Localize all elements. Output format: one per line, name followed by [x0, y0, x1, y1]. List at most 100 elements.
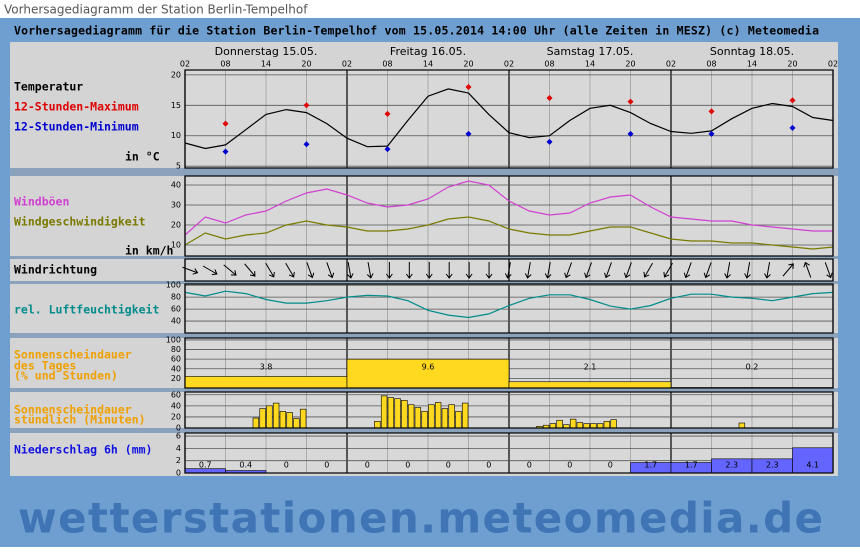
bar [300, 409, 306, 428]
bar [395, 399, 401, 428]
value-label: 0.4 [239, 461, 252, 470]
panel-label: 12-Stunden-Maximum [14, 100, 139, 114]
y-tick-label: 60 [171, 355, 181, 364]
bar [388, 398, 394, 428]
watermark: wetterstationen.meteomedia.de [18, 494, 823, 543]
value-label: 0.2 [746, 363, 759, 372]
bar [408, 405, 414, 428]
bar [375, 421, 381, 428]
value-label: 3.8 [260, 363, 273, 372]
panel-label: 12-Stunden-Minimum [14, 120, 139, 134]
y-tick-label: 15 [171, 101, 181, 110]
y-tick-label: 40 [171, 401, 181, 410]
bar [557, 420, 563, 428]
value-label: 0 [446, 461, 451, 470]
chart-title: Vorhersagediagramm für die Station Berli… [14, 24, 819, 38]
panel-label: in °C [125, 150, 160, 164]
bar [442, 409, 448, 428]
value-label: 0 [608, 461, 613, 470]
bar [591, 424, 597, 428]
value-label: 0 [324, 461, 329, 470]
y-tick-label: 2 [176, 456, 181, 465]
hour-label: 08 [706, 60, 716, 69]
y-tick-label: 4 [176, 444, 181, 453]
separator [10, 168, 838, 176]
bar [267, 406, 273, 428]
bar [287, 412, 293, 428]
y-tick-label: 80 [171, 293, 181, 302]
hour-label: 02 [504, 60, 514, 69]
value-label: 1.7 [644, 461, 657, 470]
value-label: 2.3 [725, 461, 738, 470]
hour-label: 14 [585, 60, 595, 69]
y-tick-label: 20 [171, 412, 181, 421]
y-tick-label: 60 [171, 390, 181, 399]
hour-label: 08 [382, 60, 392, 69]
y-tick-label: 5 [176, 162, 181, 171]
y-tick-label: 40 [171, 364, 181, 373]
value-label: 9.6 [422, 363, 435, 372]
y-tick-label: 10 [171, 131, 181, 140]
separator [10, 428, 838, 433]
bar [611, 420, 617, 428]
hour-label: 02 [180, 60, 190, 69]
separator [10, 333, 838, 338]
bar [402, 400, 408, 428]
value-label: 0 [365, 461, 370, 470]
value-label: 0 [405, 461, 410, 470]
y-tick-label: 100 [166, 335, 181, 344]
hour-label: 08 [220, 60, 230, 69]
value-label: 4.1 [806, 461, 819, 470]
bar [456, 411, 462, 428]
panel-label: Windrichtung [14, 263, 97, 277]
hour-label: 20 [625, 60, 635, 69]
bar [584, 424, 590, 428]
bar [422, 411, 428, 428]
y-tick-label: 40 [171, 181, 181, 190]
bar [739, 423, 745, 428]
panel-label: rel. Luftfeuchtigkeit [14, 303, 159, 317]
day-label: Samstag 17.05. [547, 45, 634, 58]
panel-label: Temperatur [14, 80, 83, 94]
y-tick-label: 10 [171, 241, 181, 250]
hour-label: 02 [828, 60, 838, 69]
hour-label: 20 [301, 60, 311, 69]
value-label: 2.3 [766, 461, 779, 470]
bar [462, 403, 468, 428]
page-title: Vorhersagediagramm der Station Berlin-Te… [4, 3, 308, 17]
bar [550, 424, 556, 428]
bar [577, 422, 583, 428]
value-label: 2.1 [584, 363, 597, 372]
hour-label: 14 [261, 60, 271, 69]
value-label: 0 [527, 461, 532, 470]
value-label: 0 [284, 461, 289, 470]
y-tick-label: 30 [171, 201, 181, 210]
separator [10, 388, 838, 392]
value-label: 1.7 [685, 461, 698, 470]
hour-label: 20 [787, 60, 797, 69]
day-label: Donnerstag 15.05. [215, 45, 318, 58]
y-tick-label: 0 [176, 469, 181, 478]
hour-label: 02 [666, 60, 676, 69]
value-label: 0 [486, 461, 491, 470]
bar [260, 409, 266, 428]
bar [253, 418, 259, 428]
panel-label: Windböen [14, 195, 69, 209]
y-tick-label: 60 [171, 305, 181, 314]
bar [381, 396, 387, 428]
y-tick-label: 20 [171, 221, 181, 230]
bar [570, 419, 576, 428]
value-label: 0 [567, 461, 572, 470]
bar [415, 408, 421, 428]
y-tick-label: 20 [171, 374, 181, 383]
bar [429, 405, 435, 428]
panel-label: stündlich (Minuten) [14, 413, 146, 427]
bar [597, 424, 603, 428]
hour-label: 14 [423, 60, 433, 69]
bar [435, 403, 441, 428]
panel-label: Niederschlag 6h (mm) [14, 443, 152, 457]
value-label: 0.7 [199, 461, 212, 470]
hour-label: 20 [463, 60, 473, 69]
panel-label: (% und Stunden) [14, 369, 118, 383]
